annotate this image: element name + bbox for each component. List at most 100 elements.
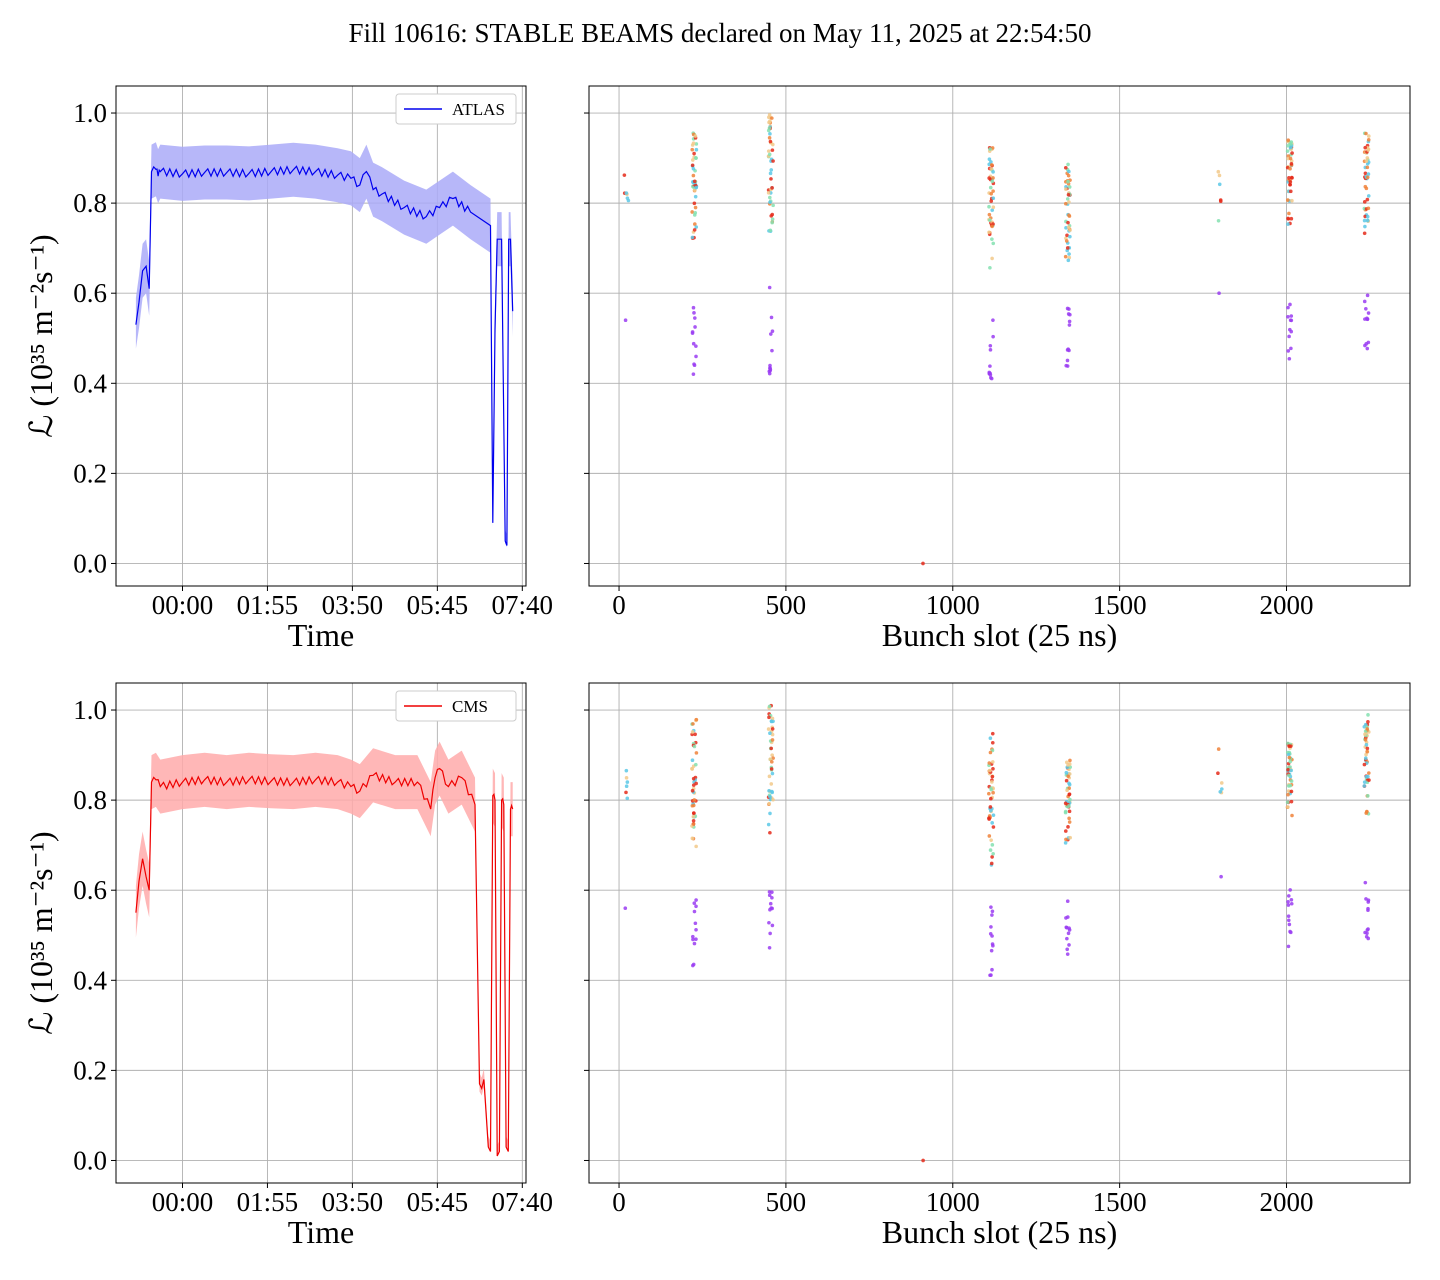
cms-time-series-line: [135, 767, 514, 1157]
atlas-bunch-bunch-point: [766, 115, 771, 120]
atlas-bunch-bunch-point: [988, 348, 993, 352]
atlas-bunch-xtick-label: 1500: [1093, 590, 1147, 620]
cms-bunch-bunch-point: [1289, 768, 1293, 773]
atlas-bunch-bunch-point: [692, 201, 697, 206]
cms-bunch-bunch-point: [1286, 944, 1291, 949]
cms-bunch-bunch-point: [989, 905, 993, 909]
cms-bunch-bunch-point: [1288, 888, 1292, 892]
cms-bunch-bunch-point: [1219, 874, 1223, 879]
cms-bunch-frame: [588, 682, 1411, 1184]
cms-bunch-bunch-point: [988, 736, 993, 740]
cms-bunch-bunch-point: [988, 768, 992, 773]
cms-bunch-bunch-point: [769, 782, 774, 786]
atlas-bunch-bunch-point: [990, 179, 995, 184]
atlas-bunch-xtick-label: 2000: [1260, 590, 1314, 620]
atlas-bunch-bunch-point: [1066, 193, 1071, 197]
atlas-bunch-bunch-point: [1065, 197, 1070, 201]
atlas-time-ytick-label: 0.2: [73, 458, 107, 488]
atlas-bunch-bunch-point: [990, 208, 995, 212]
atlas-bunch-bunch-point: [767, 152, 772, 157]
cms-bunch-bunch-point: [1286, 918, 1291, 923]
atlas-bunch-bunch-point: [1063, 254, 1068, 259]
atlas-bunch-bunch-point: [1362, 200, 1367, 204]
cms-bunch-bunch-point: [991, 813, 996, 817]
atlas-bunch-bunch-point: [1365, 218, 1370, 223]
cms-bunch-bunch-point: [1366, 908, 1370, 913]
cms-bunch-bunch-point: [691, 811, 696, 815]
atlas-bunch-bunch-point: [1068, 228, 1072, 232]
cms-bunch-bunch-point: [771, 756, 775, 760]
atlas-bunch-bunch-point: [1288, 156, 1293, 161]
atlas-bunch-bunch-point: [769, 332, 773, 336]
cms-bunch-bunch-point: [767, 945, 772, 950]
atlas-bunch-bunch-point: [1067, 169, 1071, 174]
cms-bunch-bunch-point: [1063, 810, 1068, 815]
atlas-time-xtick-label: 05:45: [407, 590, 469, 620]
cms-bunch-bunch-point: [1286, 767, 1290, 772]
cms-bunch-bunch-point: [1068, 835, 1072, 840]
atlas-bunch-bunch-point: [1363, 343, 1367, 348]
atlas-bunch-bunch-point: [1286, 198, 1290, 202]
atlas-bunch-bunch-point: [991, 334, 995, 339]
cms-bunch-bunch-point: [1364, 934, 1369, 939]
cms-time-ytick-label: 0.8: [73, 785, 107, 815]
atlas-time-xtick-label: 07:40: [492, 590, 554, 620]
atlas-bunch-bunch-point: [1068, 234, 1072, 239]
cms-bunch-bunch-point: [1067, 816, 1071, 821]
atlas-bunch-bunch-point: [991, 176, 995, 180]
cms-bunch-bunch-point: [991, 825, 996, 829]
x-axis-label: Bunch slot (25 ns): [882, 617, 1118, 653]
cms-bunch-xtick-label: 1000: [926, 1187, 980, 1217]
cms-bunch-bunch-point: [624, 790, 628, 795]
atlas-bunch-bunch-point: [769, 315, 774, 320]
atlas-bunch-bunch-point: [1064, 239, 1069, 243]
atlas-bunch-bunch-point: [1365, 165, 1370, 170]
atlas-bunch-bunch-point: [767, 126, 772, 130]
cms-bunch-bunch-point: [624, 776, 629, 780]
atlas-bunch-bunch-point: [693, 325, 697, 329]
cms-bunch-bunch-point: [625, 796, 630, 801]
cms-bunch-bunch-point: [770, 753, 774, 757]
atlas-bunch-bunch-point: [1365, 175, 1370, 180]
cms-bunch-bunch-point: [768, 901, 773, 906]
cms-bunch-bunch-point: [987, 761, 992, 765]
cms-bunch-bunch-point: [769, 719, 774, 723]
atlas-time-uncertainty-band: [135, 142, 513, 548]
atlas-bunch-bunch-point: [1363, 224, 1367, 229]
cms-bunch-bunch-point: [768, 757, 773, 762]
atlas-bunch-bunch-point: [1066, 162, 1070, 167]
atlas-bunch-bunch-point: [991, 205, 996, 210]
atlas-bunch-bunch-point: [1286, 315, 1290, 319]
cms-bunch-bunch-point: [988, 848, 993, 852]
atlas-bunch-bunch-point: [690, 235, 695, 240]
cms-bunch-bunch-point: [1067, 781, 1071, 786]
atlas-bunch-bunch-point: [768, 132, 772, 136]
cms-bunch-bunch-point: [690, 836, 695, 841]
atlas-bunch-bunch-point: [1366, 172, 1371, 176]
cms-bunch-bunch-point: [624, 768, 629, 773]
cms-bunch-bunch-point: [691, 822, 696, 826]
atlas-bunch-bunch-point: [987, 218, 992, 222]
atlas-bunch-bunch-point: [989, 163, 994, 167]
cms-time-xtick-label: 01:55: [237, 1187, 299, 1217]
cms-bunch-bunch-point: [1364, 811, 1369, 815]
cms-bunch-bunch-point: [990, 774, 995, 779]
cms-bunch-bunch-point: [1067, 809, 1072, 814]
atlas-time-frame: [115, 85, 527, 587]
atlas-bunch-bunch-point: [1064, 363, 1069, 368]
cms-bunch-bunch-point: [692, 909, 697, 914]
atlas-bunch-bunch-point: [1367, 134, 1371, 138]
cms-bunch-bunch-point: [1068, 797, 1072, 802]
cms-bunch-bunch-point: [1286, 792, 1290, 797]
cms-bunch-bunch-point: [767, 704, 772, 709]
atlas-bunch-bunch-point: [990, 256, 994, 261]
atlas-time-xtick-label: 01:55: [237, 590, 299, 620]
atlas-bunch-bunch-point: [989, 199, 994, 203]
atlas-bunch-bunch-point: [988, 343, 993, 348]
cms-bunch-bunch-point: [692, 744, 697, 749]
atlas-bunch-bunch-point: [690, 147, 695, 152]
atlas-bunch-bunch-point: [1288, 166, 1292, 171]
cms-bunch-bunch-point: [769, 746, 774, 751]
atlas-bunch-bunch-point: [693, 211, 698, 215]
cms-bunch-bunch-point: [1362, 784, 1367, 788]
